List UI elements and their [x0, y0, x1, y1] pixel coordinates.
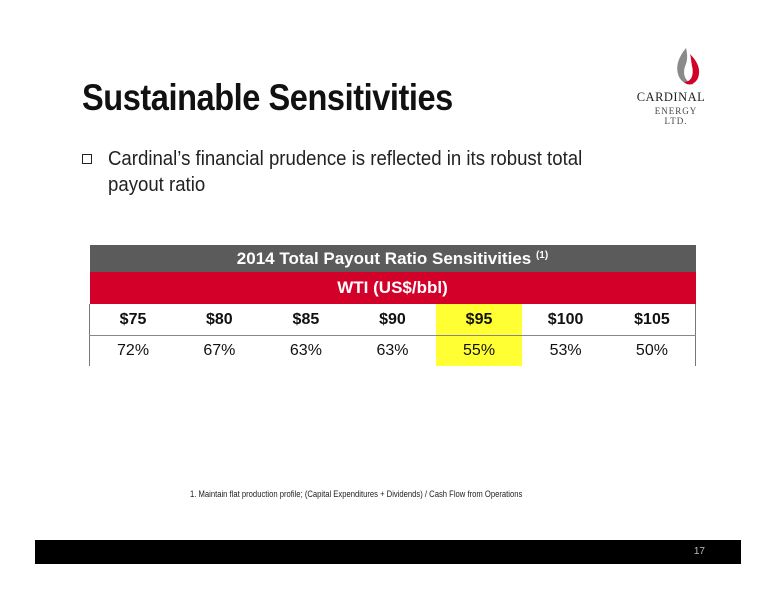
price-cell: $100 — [522, 304, 609, 336]
square-bullet-icon — [82, 154, 92, 164]
ratio-cell: 53% — [549, 342, 582, 359]
ratio-cell: 63% — [376, 342, 409, 359]
price-cell: $75 — [89, 304, 177, 336]
footnote: 1. Maintain flat production profile; (Ca… — [190, 489, 523, 499]
page-number: 17 — [693, 546, 705, 557]
bullet-text: Cardinal’s financial prudence is reflect… — [108, 148, 583, 196]
table-title-note: (1) — [535, 249, 549, 261]
logo-name: CARDINAL — [636, 90, 706, 104]
payout-sensitivity-table: 2014 Total Payout Ratio Sensitivities (1… — [89, 245, 696, 366]
price-cell-highlighted: $95 — [435, 304, 523, 336]
price-row: $75 $80 $85 $90 $95 $100 $105 — [89, 304, 696, 336]
footer-bar: 17 — [35, 540, 741, 564]
price-cell: $90 — [349, 304, 436, 336]
ratio-cell: 50% — [608, 335, 696, 366]
price-cell: $85 — [262, 304, 350, 336]
ratio-cell-highlighted: 55% — [435, 335, 523, 366]
price-cell: $105 — [608, 304, 696, 336]
ratio-cell: 72% — [89, 335, 177, 366]
table-title-text: 2014 Total Payout Ratio Sensitivities — [236, 248, 532, 268]
flame-icon — [677, 48, 700, 85]
table-title: 2014 Total Payout Ratio Sensitivities (1… — [89, 245, 696, 272]
ratio-row: 72% 67% 63% 63% 55% 53% 50% — [89, 335, 696, 366]
ratio-cell: 67% — [203, 342, 236, 359]
logo-sub: ENERGY LTD. — [654, 106, 698, 126]
cardinal-logo: CARDINAL ENERGY LTD. — [636, 46, 706, 128]
table-subheader: WTI (US$/bbl) — [89, 272, 696, 304]
slide-title: Sustainable Sensitivities — [82, 77, 453, 118]
price-cell: $80 — [176, 304, 263, 336]
ratio-cell: 63% — [289, 342, 322, 359]
